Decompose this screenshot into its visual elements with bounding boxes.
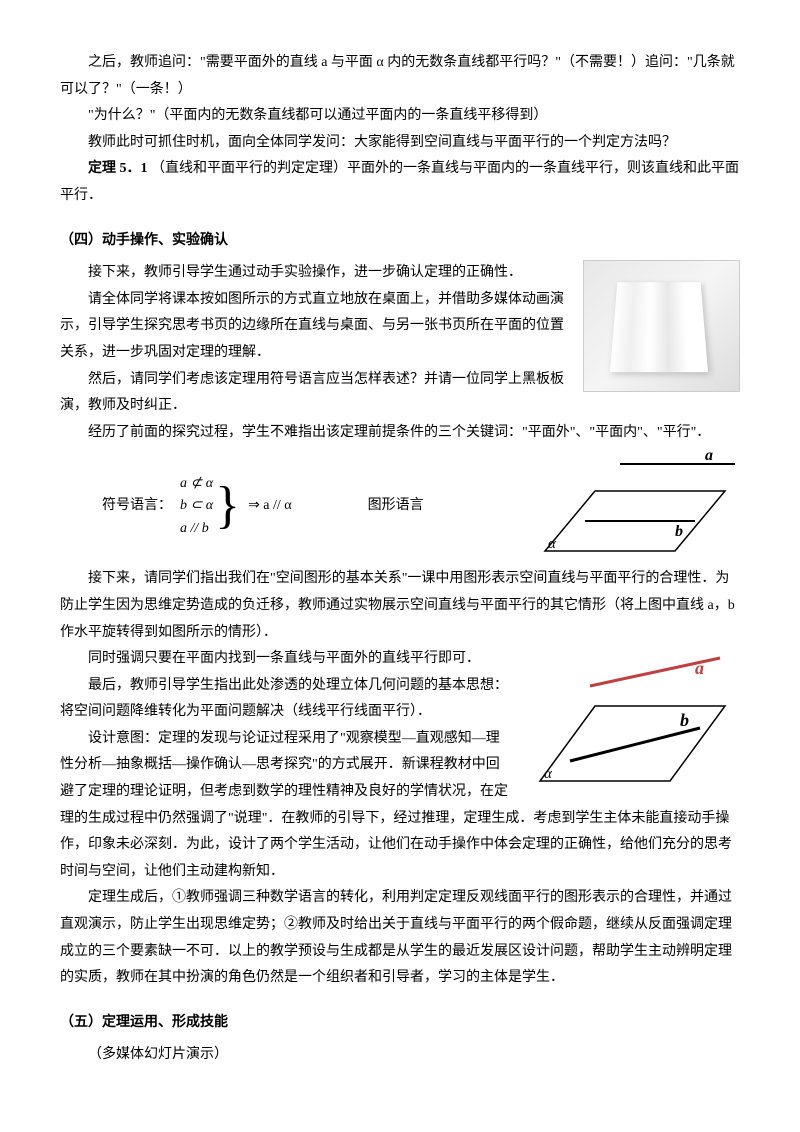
intro-p1: 之后，教师追问："需要平面外的直线 a 与平面 α 内的无数条直线都平行吗？"（…: [60, 50, 740, 103]
section5-note: （多媒体幻灯片演示）: [60, 1042, 740, 1069]
label-a-2: a: [695, 658, 704, 678]
section4-title: （四）动手操作、实验确认: [60, 228, 740, 255]
theorem-text: （直线和平面平行的判定定理）平面外的一条直线与平面内的一条直线平行，则该直线和此…: [60, 161, 739, 203]
section5-title: （五）定理运用、形成技能: [60, 1010, 740, 1037]
diagram-plane-line-2: a α b: [520, 646, 740, 796]
right-brace: }: [215, 480, 240, 532]
plane-alpha-2: [540, 706, 725, 781]
label-a: a: [705, 447, 713, 464]
s4-p9: 定理生成后，①教师强调三种数学语言的转化，利用判定定理反观线面平行的图形表示的合…: [60, 885, 740, 991]
math-line2: b ⊂ α: [180, 495, 213, 517]
intro-p2: "为什么？"（平面内的无数条直线都可以通过平面内的一条直线平移得到）: [60, 103, 740, 130]
symbol-language: 符号语言： a ⊄ α b ⊂ α a // b } ⇒ a // α 图形语言: [60, 473, 424, 540]
label-alpha: α: [548, 536, 557, 552]
theorem: 定理 5．1 （直线和平面平行的判定定理）平面外的一条直线与平面内的一条直线平行…: [60, 156, 740, 209]
line-b-2: [570, 728, 700, 761]
math-diagram-row: 符号语言： a ⊄ α b ⊂ α a // b } ⇒ a // α 图形语言…: [60, 446, 740, 566]
math-line3: a // b: [180, 518, 213, 540]
book-illustration: [583, 260, 740, 392]
math-label: 符号语言：: [102, 493, 172, 520]
math-line1: a ⊄ α: [180, 473, 213, 495]
theorem-label: 定理 5．1: [88, 161, 148, 176]
label-b: b: [675, 523, 683, 540]
intro-p3: 教师此时可抓住时机，面向全体同学发问：大家能得到空间直线与平面平行的一个判定方法…: [60, 130, 740, 157]
s4-p5: 接下来，请同学们指出我们在"空间图形的基本关系"一课中用图形表示空间直线与平面平…: [60, 566, 740, 646]
label-b-2: b: [680, 710, 689, 730]
label-alpha-2: α: [544, 766, 553, 782]
brace-lines: a ⊄ α b ⊂ α a // b: [180, 473, 213, 540]
brace-group: a ⊄ α b ⊂ α a // b } ⇒ a // α: [180, 473, 298, 540]
figure-language-label: 图形语言: [368, 493, 424, 520]
book-photo: [583, 260, 740, 392]
implies-result: ⇒ a // α: [248, 493, 292, 520]
diagram-plane-line-1: a α b: [510, 446, 740, 566]
diagram2-wrap: a α b: [520, 646, 740, 796]
s4-p4: 经历了前面的探究过程，学生不难指出该定理前提条件的三个关键词："平面外"、"平面…: [60, 420, 740, 447]
